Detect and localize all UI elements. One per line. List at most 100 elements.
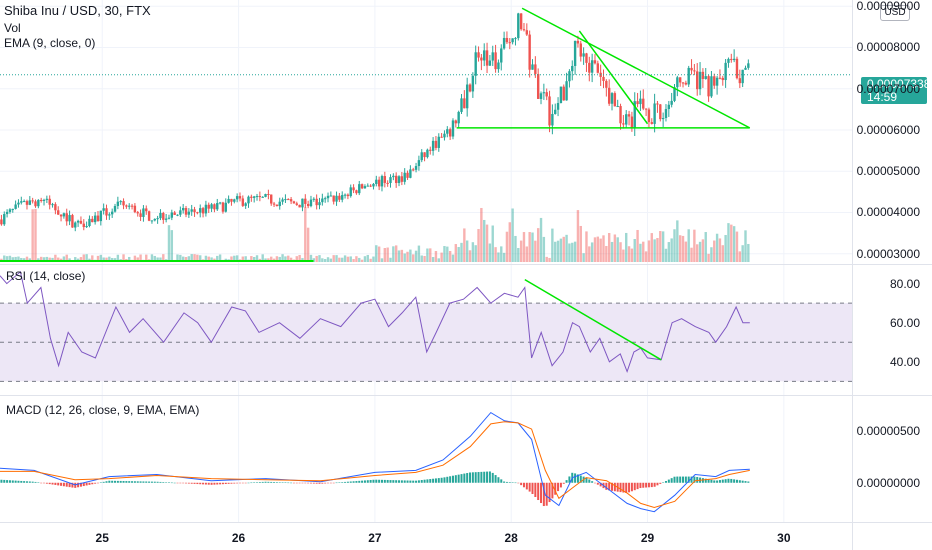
- candle-body: [412, 169, 415, 171]
- volume-bar: [519, 240, 523, 262]
- candle-body: [352, 187, 355, 191]
- volume-bar: [366, 254, 369, 262]
- macd-histogram-bar: [167, 482, 170, 483]
- macd-histogram-bar: [633, 482, 636, 491]
- macd-histogram-bar: [409, 480, 412, 483]
- volume-bar: [525, 246, 529, 262]
- volume-bar: [718, 238, 722, 262]
- macd-histogram-bar: [278, 482, 281, 483]
- symbol-title[interactable]: Shiba Inu / USD, 30, FTX: [4, 3, 151, 18]
- volume-bar: [605, 246, 608, 262]
- macd-histogram-bar: [14, 480, 17, 483]
- volume-legend[interactable]: Vol: [4, 21, 21, 35]
- candle-body: [568, 71, 571, 82]
- candle-body: [713, 76, 716, 86]
- volume-bar: [39, 256, 43, 262]
- candle-body: [20, 201, 23, 203]
- volume-bar: [306, 227, 310, 262]
- rsi-legend[interactable]: RSI (14, close): [6, 269, 86, 283]
- macd-histogram-bar: [37, 482, 40, 483]
- macd-histogram-bar: [741, 480, 744, 483]
- separator-rsi-macd[interactable]: [0, 395, 932, 396]
- macd-histogram-bar: [613, 482, 616, 492]
- macd-histogram-bar: [244, 482, 247, 484]
- volume-bar: [386, 247, 389, 262]
- candle-body: [113, 206, 117, 212]
- candle-body: [471, 75, 475, 92]
- volume-bar: [548, 257, 551, 262]
- volume-bar: [329, 258, 333, 262]
- candle-body: [28, 200, 32, 205]
- last-price-value: 0.00007338: [867, 77, 931, 91]
- volume-bar: [54, 254, 57, 262]
- macd-histogram-bar: [642, 482, 645, 488]
- candle-body: [62, 213, 66, 217]
- macd-histogram-bar: [386, 479, 389, 483]
- volume-bar: [289, 257, 293, 262]
- macd-histogram-bar: [28, 481, 31, 483]
- macd-legend[interactable]: MACD (12, 26, close, 9, EMA, EMA): [6, 403, 200, 417]
- volume-bar: [747, 243, 750, 262]
- macd-histogram-bar: [449, 476, 452, 483]
- candle-body: [275, 204, 279, 207]
- currency-badge[interactable]: USD: [880, 5, 910, 21]
- volume-bar: [355, 256, 358, 262]
- macd-histogram-bar: [170, 482, 173, 484]
- volume-bar: [565, 234, 568, 262]
- candle-body: [159, 212, 162, 219]
- volume-bar: [335, 255, 338, 262]
- macd-histogram-bar: [327, 482, 330, 484]
- macd-histogram-bar: [531, 482, 534, 494]
- macd-histogram-bar: [156, 481, 159, 483]
- candle-body: [250, 196, 253, 198]
- volume-bar: [62, 256, 66, 262]
- volume-bar: [392, 246, 395, 262]
- macd-histogram-bar: [565, 480, 568, 483]
- candle-body: [235, 196, 239, 200]
- macd-histogram-bar: [99, 482, 102, 483]
- candle-body: [122, 201, 125, 206]
- macd-histogram-bar: [369, 479, 372, 483]
- volume-bar: [252, 256, 256, 262]
- candle-body: [500, 48, 503, 63]
- candle-body: [724, 62, 727, 81]
- candle-body: [565, 81, 568, 101]
- candle-body: [93, 215, 97, 223]
- volume-bar: [619, 242, 622, 262]
- macd-histogram-bar: [588, 479, 591, 483]
- candle-body: [133, 205, 137, 213]
- volume-bar: [590, 242, 594, 262]
- volume-bar: [678, 235, 682, 262]
- volume-bar: [593, 237, 597, 262]
- volume-bar: [627, 246, 631, 262]
- macd-histogram-bar: [71, 482, 74, 488]
- candle-body: [619, 106, 622, 124]
- macd-tick-label: 0.00000500: [856, 424, 920, 439]
- volume-bar: [644, 251, 648, 262]
- separator-price-rsi[interactable]: [0, 264, 932, 265]
- macd-histogram-bar: [338, 482, 341, 483]
- candle-body: [71, 215, 74, 228]
- candle-body: [414, 166, 418, 170]
- macd-histogram-bar: [6, 480, 9, 483]
- candle-body: [539, 93, 543, 99]
- volume-bar: [457, 247, 460, 262]
- volume-bar: [110, 257, 114, 262]
- candle-body: [625, 114, 628, 125]
- candle-body: [622, 123, 625, 125]
- ema-legend[interactable]: EMA (9, close, 0): [4, 36, 96, 50]
- macd-histogram-bar: [576, 474, 579, 483]
- macd-histogram-bar: [31, 481, 34, 483]
- rsi-trendline: [524, 278, 662, 361]
- macd-histogram-bar: [358, 480, 361, 483]
- candle-body: [173, 212, 176, 215]
- volume-bar: [360, 259, 364, 262]
- candle-body: [636, 101, 639, 105]
- candle-body: [150, 220, 154, 222]
- macd-histogram-bar: [622, 482, 625, 493]
- macd-histogram-bar: [446, 476, 449, 483]
- macd-histogram-bar: [542, 482, 545, 507]
- macd-histogram-bar: [102, 481, 105, 483]
- volume-bar: [358, 257, 361, 262]
